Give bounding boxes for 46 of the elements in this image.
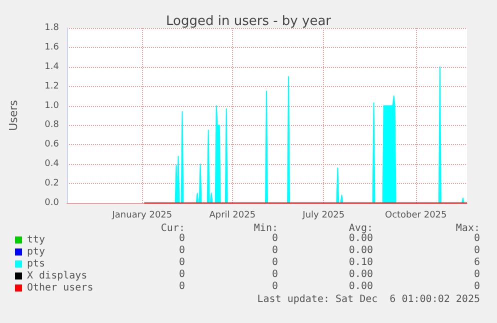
text: 0: [272, 245, 278, 257]
text: 0.00: [348, 269, 373, 281]
text: 6: [474, 257, 480, 269]
text: 0: [272, 281, 278, 293]
y-tick-label: 0.0: [44, 198, 60, 208]
x-tick-label: October 2025: [384, 210, 447, 220]
text: 0: [178, 245, 185, 257]
legend-label: Other users: [27, 282, 94, 294]
legend-label: X displays: [27, 270, 88, 282]
y-tick-label: 0.4: [44, 159, 60, 170]
x-tick-label: July 2025: [302, 210, 345, 220]
text: 0: [272, 269, 278, 281]
y-tick-label: 1.8: [44, 23, 60, 33]
y-axis-title: Users: [7, 100, 20, 131]
text: 0.00: [348, 233, 373, 245]
text: 0: [474, 269, 480, 281]
text: 0.00: [348, 281, 373, 293]
x-tick-label: April 2025: [209, 210, 256, 220]
text: Cur:: [160, 223, 185, 234]
text: Avg:: [348, 223, 373, 234]
x-tick-label: January 2025: [111, 210, 172, 220]
y-tick-label: 0.6: [44, 140, 60, 150]
y-tick-label: 0.8: [44, 120, 60, 130]
text: 0: [178, 281, 185, 293]
y-tick-label: 1.2: [44, 81, 59, 92]
legend-label: pty: [27, 246, 46, 258]
text: 0: [272, 257, 278, 269]
y-tick-label: 0.2: [44, 178, 59, 189]
text: 0: [474, 245, 480, 257]
text: 0.10: [348, 257, 373, 269]
chart-title: Logged in users - by year: [166, 14, 332, 29]
y-tick-label: 1.0: [44, 100, 60, 111]
text: 0: [272, 233, 278, 245]
text: Last update: Sat Dec 6 01:00:02 2025: [257, 294, 480, 306]
text: 0: [474, 281, 480, 293]
text: 0: [474, 233, 480, 245]
text: Min:: [254, 223, 278, 234]
text: Max:: [456, 223, 480, 234]
y-tick-label: 1.4: [44, 62, 60, 72]
legend-label: tty: [27, 234, 46, 246]
text: 0: [178, 257, 185, 269]
y-tick-label: 1.6: [44, 42, 60, 52]
text: 0: [178, 233, 185, 245]
text: 0: [178, 269, 185, 281]
text: 0.00: [348, 245, 373, 257]
legend-label: pts: [27, 258, 46, 270]
